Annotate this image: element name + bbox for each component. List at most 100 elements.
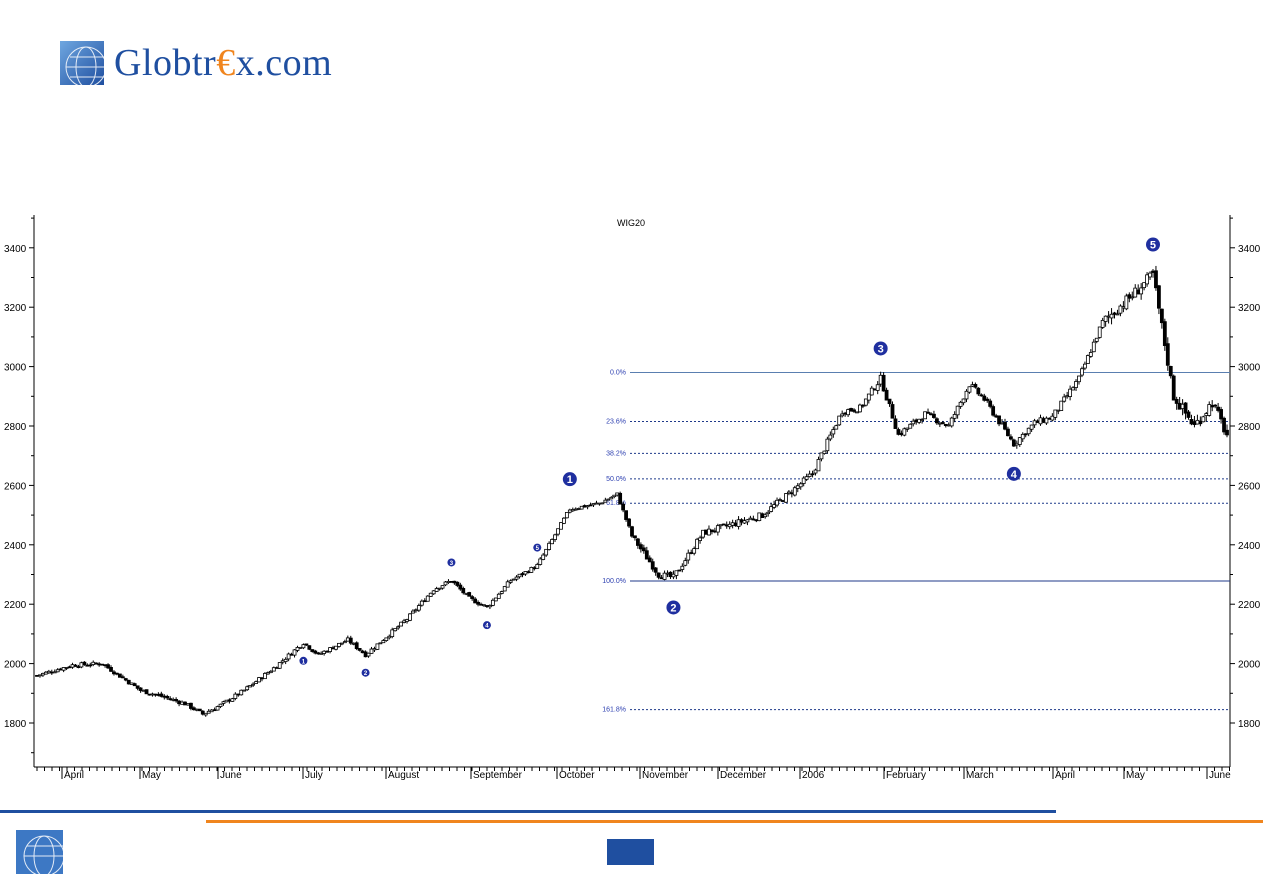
candle-body: [328, 647, 332, 652]
x-tick-label: June: [1209, 770, 1231, 781]
candle-body: [322, 650, 327, 654]
candle-body: [932, 413, 936, 418]
candle-body: [1180, 403, 1185, 409]
candle-body: [1074, 381, 1078, 388]
candle-body: [704, 529, 708, 535]
candle-body: [976, 387, 981, 395]
candle-body: [467, 592, 472, 597]
candle-body: [61, 667, 66, 671]
candle-body: [443, 581, 448, 586]
candle-body: [342, 641, 347, 644]
candle-body: [316, 652, 321, 655]
candle-body: [372, 648, 377, 651]
candle-body: [692, 548, 697, 554]
candle-body: [884, 389, 889, 401]
candle-body: [982, 395, 987, 401]
wave-marker-label: 5: [536, 546, 540, 552]
candle-body: [952, 414, 957, 419]
candle-body: [212, 709, 217, 712]
candle-body: [496, 593, 501, 599]
candle-body: [194, 708, 199, 711]
candle-body: [745, 519, 750, 523]
candle-body: [914, 419, 919, 423]
candle-body: [597, 502, 602, 505]
candle-body: [112, 671, 116, 675]
footer-globe-icon: [16, 830, 65, 877]
candle-body: [461, 588, 466, 594]
candle-body: [556, 528, 560, 535]
candle-body: [369, 648, 374, 654]
candle-body: [1014, 442, 1019, 446]
y-tick-label: 2200: [1238, 600, 1261, 611]
candle-body: [215, 706, 220, 711]
candle-body: [636, 538, 640, 546]
candle-body: [200, 710, 205, 715]
candle-body: [736, 519, 741, 527]
candle-body: [967, 386, 972, 393]
candle-body: [414, 609, 418, 612]
y-tick-label: 1800: [1238, 719, 1261, 730]
candle-body: [795, 485, 800, 489]
candle-body: [168, 698, 173, 701]
candle-body: [689, 552, 694, 554]
wave-marker-circle: [447, 558, 456, 567]
candle-body: [872, 388, 877, 391]
candle-body: [1047, 417, 1052, 420]
candle-body: [304, 643, 309, 646]
candle-body: [875, 384, 880, 391]
candle-body: [508, 580, 513, 583]
candle-body: [263, 673, 267, 680]
candle-body: [899, 432, 904, 436]
candle-body: [964, 390, 969, 400]
candle-body: [656, 572, 661, 578]
candle-body: [1038, 417, 1043, 425]
candle-body: [464, 592, 469, 595]
candle-body: [1139, 287, 1144, 295]
candle-body: [1009, 436, 1013, 440]
candle-body: [1168, 365, 1173, 377]
candle-body: [470, 596, 475, 599]
wave-marker-circle: [873, 341, 888, 356]
candle-body: [43, 671, 48, 675]
candle-body: [585, 505, 590, 508]
candle-body: [230, 698, 235, 702]
candle-body: [866, 393, 871, 401]
candle-body: [268, 670, 273, 674]
candle-body: [712, 530, 717, 533]
candle-body: [411, 610, 415, 614]
candle-body: [85, 664, 90, 667]
x-tick-label: February: [886, 770, 926, 781]
candle-body: [422, 600, 427, 603]
candle-body: [562, 517, 566, 524]
candle-body: [488, 605, 492, 608]
candle-body: [351, 642, 356, 645]
candle-body: [1165, 343, 1170, 366]
brand-logo: Globtr€x.com: [60, 40, 332, 88]
candle-body: [858, 404, 862, 413]
candle-body: [1159, 308, 1164, 324]
candle-body: [769, 506, 774, 512]
candle-body: [890, 404, 895, 419]
x-tick-label: September: [473, 770, 523, 781]
candle-body: [1068, 388, 1073, 397]
candle-body: [1100, 319, 1105, 328]
candle-body: [624, 510, 628, 520]
candle-body: [180, 701, 184, 705]
candle-body: [588, 504, 593, 507]
candle-body: [245, 686, 250, 691]
candle-body: [559, 522, 563, 530]
candle-body: [881, 374, 886, 392]
candle-body: [88, 664, 93, 667]
candle-body: [1112, 312, 1117, 315]
candle-body: [1106, 315, 1111, 318]
candle-body: [1148, 272, 1152, 278]
candle-body: [567, 509, 572, 513]
candle-body: [618, 492, 623, 505]
wave-marker-label: 5: [1150, 240, 1156, 252]
candle-body: [416, 605, 421, 611]
candle-body: [502, 586, 507, 592]
candle-body: [298, 646, 303, 649]
candle-body: [591, 503, 596, 506]
candle-body: [493, 597, 498, 602]
candle-body: [751, 518, 756, 521]
